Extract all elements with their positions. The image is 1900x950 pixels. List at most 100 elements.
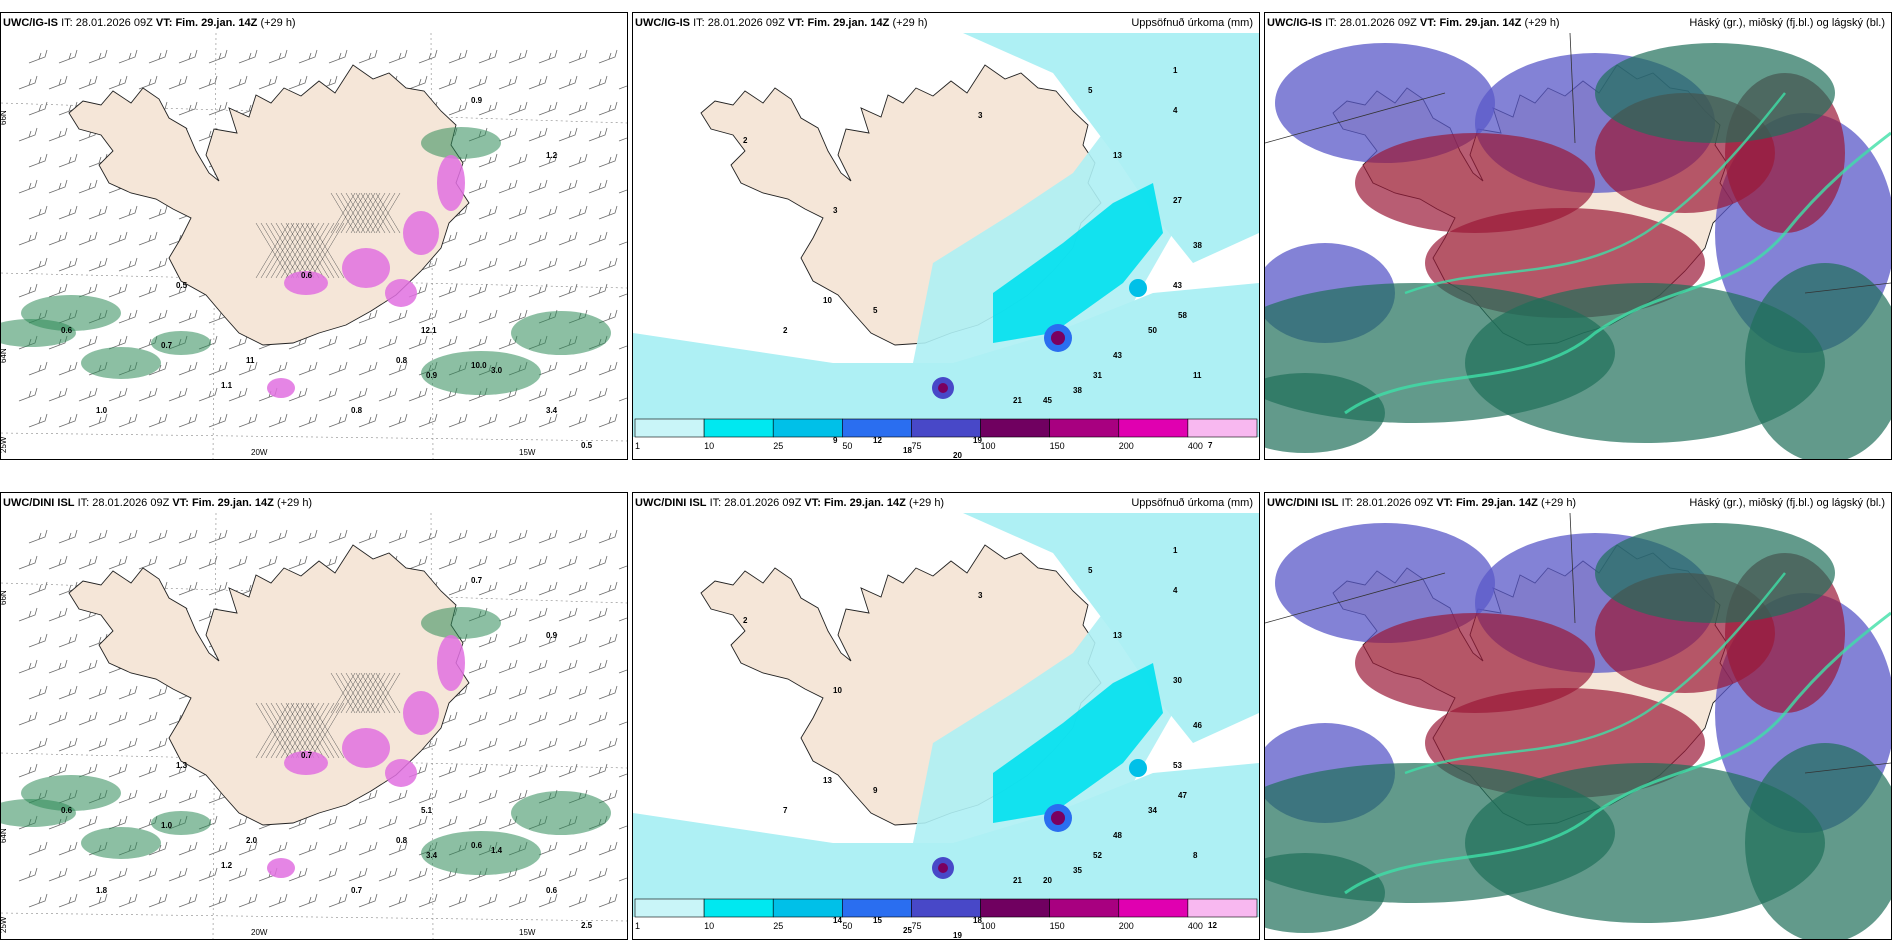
snow-pink-patch — [267, 858, 295, 878]
precip-core — [1129, 759, 1147, 777]
wind-barb — [178, 413, 198, 428]
wind-barb — [468, 231, 488, 246]
wind-barb — [568, 413, 588, 428]
precip-light-sea — [633, 283, 1259, 437]
wind-barb — [178, 101, 198, 116]
snow-value-label: 0.8 — [351, 406, 363, 415]
wind-barb — [78, 231, 98, 246]
wind-barb — [118, 205, 138, 220]
wind-barb — [78, 867, 98, 882]
colorbar-swatch — [634, 418, 705, 438]
colorbar-swatch — [1118, 418, 1189, 438]
boundary-line — [1569, 33, 1576, 144]
cloud-map[interactable] — [1265, 33, 1891, 459]
snow-value-label: 0.7 — [471, 576, 483, 585]
wind-barb — [448, 309, 468, 324]
cloud-patch — [1355, 133, 1595, 233]
wind-barb — [198, 387, 218, 402]
colorbar-swatch — [1187, 418, 1258, 438]
wind-barb — [388, 309, 408, 324]
wind-barb — [558, 127, 578, 142]
hatch-line — [300, 702, 335, 759]
wind-barb — [148, 309, 168, 324]
precip-value-label: 25 — [903, 926, 912, 935]
wind-barb — [438, 75, 458, 90]
wind-barb — [388, 361, 408, 376]
precip-value-label: 21 — [1013, 396, 1022, 405]
wind-barb — [348, 387, 368, 402]
snow-wind-map-panel: UWC/IG-IS IT: 28.01.2026 09Z VT: Fim. 29… — [0, 12, 628, 460]
wind-barb — [388, 413, 408, 428]
axis-label: 66N — [1, 590, 8, 605]
wind-barb — [138, 763, 158, 778]
snow-green-patch — [421, 607, 501, 639]
precip-map[interactable]: 2354133046534734485235202116181925151413… — [633, 513, 1259, 939]
wind-barb — [588, 763, 608, 778]
colorbar-tick-label: 150 — [1050, 921, 1065, 931]
wind-barb — [58, 361, 78, 376]
wind-barb — [408, 555, 428, 570]
boundary-line — [1569, 513, 1576, 624]
precip-core-heavy — [1051, 811, 1065, 825]
wind-barb — [568, 49, 588, 64]
colorbar: 1 10 25 50 75 100 150 200 400 — [633, 417, 1259, 459]
wind-barb — [138, 711, 158, 726]
wind-barb — [538, 841, 558, 856]
hatch-line — [340, 192, 366, 234]
wind-barb — [348, 815, 368, 830]
hatch-line — [280, 222, 315, 279]
wind-barb — [418, 309, 438, 324]
wind-barb — [508, 309, 528, 324]
wind-barb — [268, 413, 288, 428]
snow-value-label: 2.5 — [581, 921, 593, 930]
snow-value-label: 0.7 — [351, 886, 363, 895]
cloud-patch — [1745, 263, 1891, 459]
wind-barb — [378, 867, 398, 882]
wind-barb — [138, 867, 158, 882]
wind-barb — [558, 711, 578, 726]
panel-subtitle: Háský (gr.), miðský (fj.bl.) og lágský (… — [1689, 17, 1885, 29]
wind-barb — [48, 555, 68, 570]
precip-value-label: 52 — [1093, 851, 1102, 860]
hatch-areas — [255, 672, 401, 759]
wind-barb — [18, 283, 38, 298]
precip-value-label: 1 — [1173, 546, 1178, 555]
wind-barb — [418, 789, 438, 804]
snow-value-label: 0.6 — [546, 886, 558, 895]
axis-label: 15W — [519, 448, 536, 457]
wind-barb — [498, 231, 518, 246]
wind-barb — [528, 763, 548, 778]
wind-barb — [478, 789, 498, 804]
wind-barb — [148, 841, 168, 856]
wind-barb — [598, 101, 618, 116]
wind-barb — [108, 867, 128, 882]
wind-barb — [138, 387, 158, 402]
wind-barb — [568, 685, 588, 700]
precip-value-label: 3 — [978, 591, 983, 600]
wind-barb — [618, 721, 627, 726]
wind-barb — [538, 205, 558, 220]
wind-barb — [288, 867, 308, 882]
snow-pink-patch — [437, 635, 465, 691]
wind-barb — [238, 893, 258, 908]
snow-wind-map[interactable]: 0.7 0.6 1.3 0.9 1.0 2.0 1.8 0.7 5.1 0.8 0.6 1.4 3.4 0… — [1, 513, 627, 939]
hatch-line — [265, 702, 300, 759]
wind-barb — [438, 335, 458, 350]
wind-barb — [498, 127, 518, 142]
colorbar-tick-label: 150 — [1050, 441, 1065, 451]
precip-value-label: 5 — [873, 306, 878, 315]
wind-barb — [388, 789, 408, 804]
wind-barb — [268, 361, 288, 376]
wind-barb — [138, 75, 158, 90]
hatch-line — [310, 702, 345, 759]
wind-barb — [108, 763, 128, 778]
wind-barb — [148, 737, 168, 752]
snow-value-label: 0.9 — [471, 96, 483, 105]
lat-line — [1, 102, 627, 124]
wind-barb — [208, 893, 228, 908]
cloud-map[interactable] — [1265, 513, 1891, 939]
precip-map[interactable]: 2354132738435850433138452116192018129105… — [633, 33, 1259, 459]
snow-wind-map[interactable]: 0.9 0.6 0.5 1.2 0.7 11 1.0 0.6 12.1 0.8 10.0 3.0 0.9… — [1, 33, 627, 459]
wind-barb — [538, 257, 558, 272]
lon-line — [212, 513, 217, 939]
